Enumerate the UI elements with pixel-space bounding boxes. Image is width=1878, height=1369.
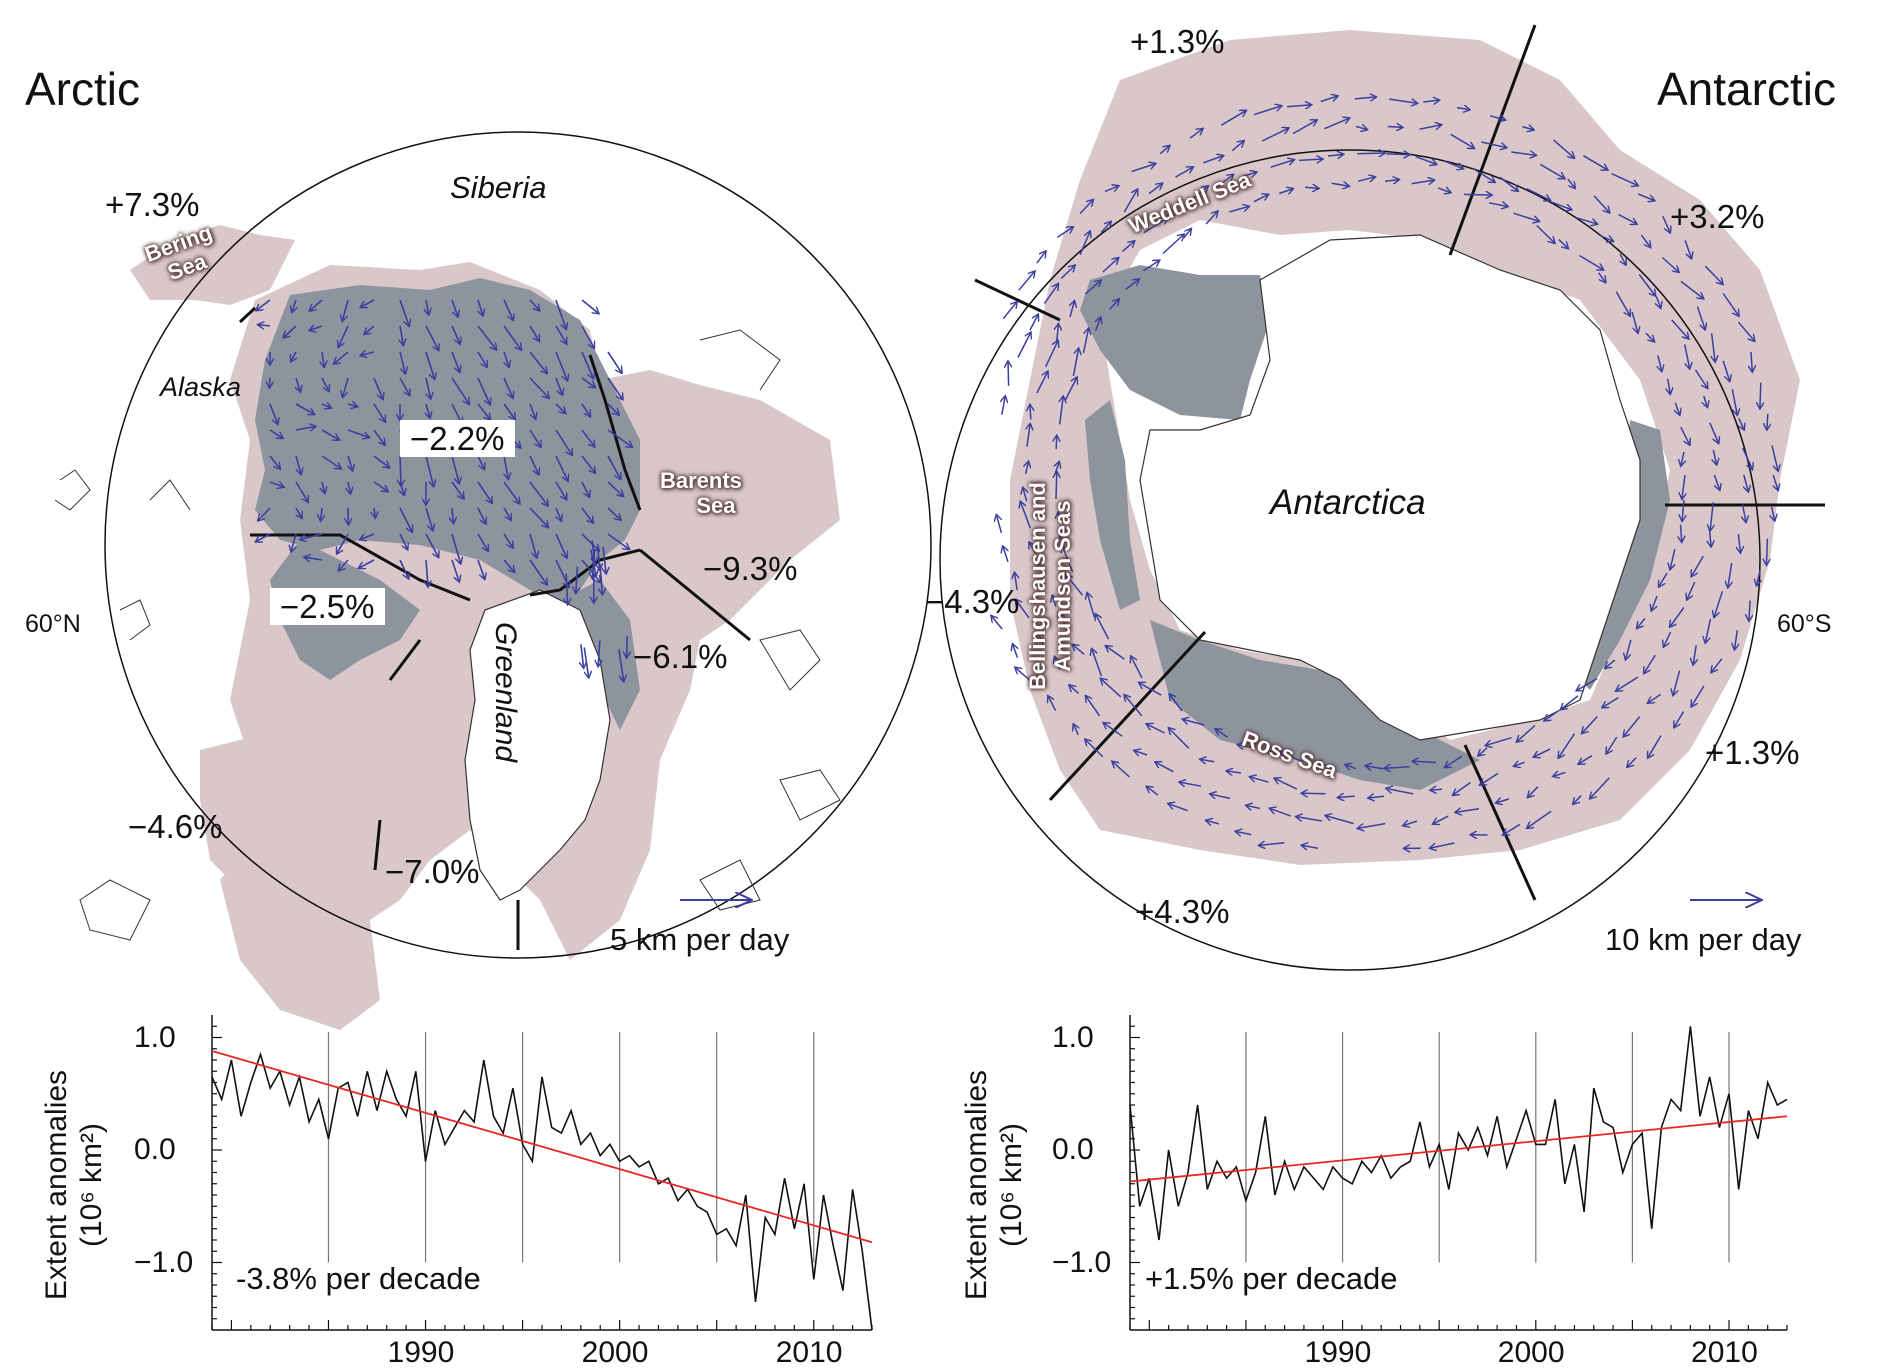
alaska-label: Alaska	[160, 374, 241, 401]
drift-arrow	[608, 352, 622, 373]
x-tick-label: 1990	[1305, 1338, 1372, 1368]
greenland-label: Greenland	[490, 622, 520, 762]
drift-arrow	[1030, 314, 1038, 330]
drift-arrow	[627, 636, 628, 658]
y-tick-label: 1.0	[134, 1023, 176, 1053]
drift-arrow	[1357, 153, 1385, 154]
siberia-label: Siberia	[450, 172, 547, 203]
drift-arrow	[1019, 271, 1035, 290]
left-chart-ylabel-line1: Extent anomalies	[40, 1025, 75, 1345]
arctic-title: Arctic	[25, 66, 140, 112]
drift-arrow	[1184, 228, 1192, 238]
trend-canadian-archipelago: −2.5%	[270, 588, 385, 625]
x-tick-label: 2010	[1691, 1338, 1758, 1368]
drift-arrow	[1430, 789, 1442, 790]
drift-arrow	[1386, 154, 1410, 155]
trend-pacific-ocean: +1.3%	[1705, 736, 1800, 769]
barents-sea-label-line2: Sea	[660, 493, 742, 518]
drift-arrow	[1002, 396, 1006, 415]
trend-greenland-sea: −6.1%	[633, 640, 728, 673]
drift-arrow	[582, 300, 599, 314]
trend-central-arctic: −2.2%	[400, 420, 515, 457]
left-chart-ylabel: Extent anomalies (10⁶ km²)	[40, 1025, 109, 1345]
drift-arrow	[1018, 332, 1031, 358]
x-tick-label: 2000	[582, 1338, 649, 1368]
drift-arrow	[1766, 539, 1767, 566]
drift-arrow	[1030, 404, 1031, 419]
arctic-lat-label: 60°N	[25, 612, 81, 637]
trend-barents: −9.3%	[703, 552, 798, 585]
right-chart-ylabel-line1: Extent anomalies	[960, 1025, 995, 1345]
trend-indian-ocean: +3.2%	[1670, 200, 1765, 233]
trend-bering: +7.3%	[105, 188, 200, 221]
barents-sea-label: Barents Sea	[660, 468, 742, 519]
drift-arrow	[1760, 383, 1761, 409]
y-tick-label: 0.0	[134, 1135, 176, 1165]
drift-arrow	[1012, 644, 1017, 658]
right-chart-ylabel-line2: (10⁶ km²)	[995, 1025, 1030, 1345]
x-tick-label: 2010	[776, 1338, 843, 1368]
antarctic-scale-label: 10 km per day	[1605, 924, 1801, 955]
trend-ross-sea: +4.3%	[1135, 895, 1230, 928]
bellingshausen-amundsen-label: Bellingshausen and Amundsen Seas	[1025, 482, 1076, 690]
trend-baffin-bay: −7.0%	[385, 855, 480, 888]
antarctica-label: Antarctica	[1270, 485, 1426, 520]
right-chart-ylabel: Extent anomalies (10⁶ km²)	[960, 1025, 1029, 1345]
drift-arrow	[1008, 361, 1009, 386]
bellingshausen-label-line1: Bellingshausen and	[1025, 482, 1050, 690]
drift-arrow	[1301, 793, 1326, 794]
drift-arrow	[1464, 194, 1493, 195]
y-tick-label: 0.0	[1052, 1135, 1094, 1165]
drift-arrow	[1767, 414, 1768, 430]
trend-line	[1130, 1116, 1787, 1181]
y-tick-label: −1.0	[134, 1248, 193, 1278]
y-tick-label: −1.0	[1052, 1248, 1111, 1278]
drift-arrow	[1037, 251, 1046, 263]
drift-arrow	[1056, 435, 1057, 449]
arctic-scale-label: 5 km per day	[610, 924, 789, 955]
extent-anomaly-series	[1130, 1026, 1787, 1240]
left-chart-ylabel-line2: (10⁶ km²)	[75, 1025, 110, 1345]
trend-hudson-bay: −4.6%	[128, 810, 223, 843]
trend-weddell: +1.3%	[1130, 25, 1225, 58]
right-chart-trend-label: +1.5% per decade	[1145, 1263, 1398, 1294]
drift-arrow	[1388, 127, 1403, 128]
drift-arrow	[1003, 546, 1008, 562]
drift-arrow	[1003, 301, 1017, 318]
y-tick-label: 1.0	[1052, 1023, 1094, 1053]
x-tick-label: 2000	[1498, 1338, 1565, 1368]
drift-arrow	[269, 378, 270, 388]
left-chart-trend-label: -3.8% per decade	[236, 1263, 481, 1294]
antarctic-title: Antarctic	[1657, 66, 1836, 112]
barents-sea-label-line1: Barents	[660, 468, 742, 493]
bellingshausen-label-line2: Amundsen Seas	[1050, 482, 1075, 690]
antarctic-lat-label: 60°S	[1777, 612, 1831, 637]
trend-bellingshausen: −4.3%	[925, 585, 1020, 618]
x-tick-label: 1990	[388, 1338, 455, 1368]
drift-arrow	[996, 514, 1001, 533]
